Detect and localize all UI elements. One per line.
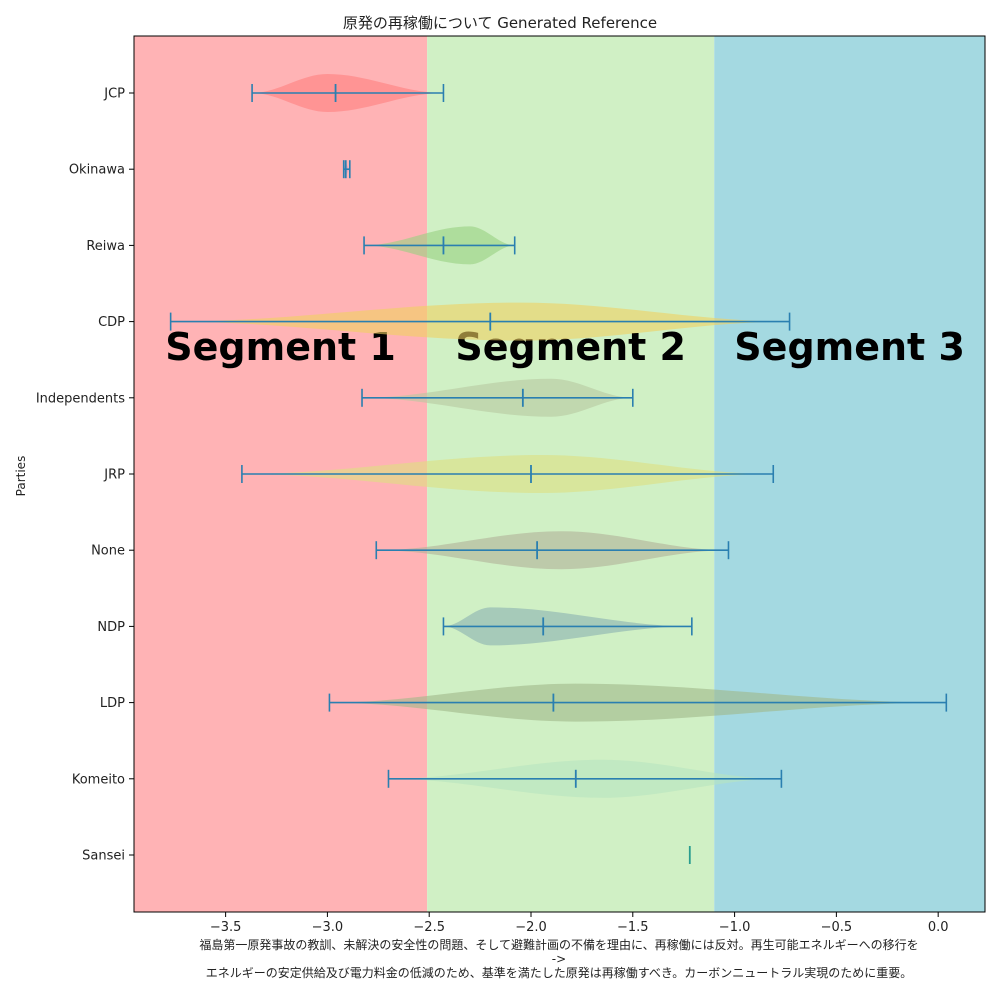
y-tick-label-komeito: Komeito [72, 772, 125, 787]
y-tick-label-ldp: LDP [100, 696, 125, 711]
segment-label-1: Segment 1 [165, 325, 396, 369]
x-tick-label: −1.5 [617, 920, 649, 935]
chart-title: 原発の再稼働について Generated Reference [342, 14, 658, 32]
plot-frame [133, 35, 986, 913]
y-tick-label-independents: Independents [36, 391, 125, 406]
y-tick-label-okinawa: Okinawa [69, 163, 125, 178]
y-tick-label-reiwa: Reiwa [86, 239, 125, 254]
x-tick-label: 0.0 [928, 920, 949, 935]
x-axis-label-line-3: エネルギーの安定供給及び電力料金の低減のため、基準を満たした原発は再稼働すべき。… [205, 966, 913, 980]
y-tick-label-jrp: JRP [103, 468, 125, 483]
x-axis-label-line-2: -> [551, 952, 567, 966]
x-tick-label: −0.5 [821, 920, 853, 935]
y-tick-label-none: None [91, 544, 125, 559]
x-tick-label: −3.0 [312, 920, 344, 935]
x-tick-label: −2.5 [413, 920, 445, 935]
x-axis-label-line-1: 福島第一原発事故の教訓、未解決の安全性の問題、そして避難計画の不備を理由に、再稼… [199, 938, 919, 952]
x-tick-label: −2.0 [515, 920, 547, 935]
y-tick-label-sansei: Sansei [82, 849, 125, 864]
y-tick-label-cdp: CDP [98, 315, 125, 330]
y-tick-label-ndp: NDP [97, 620, 125, 635]
segment-label-3: Segment 3 [734, 325, 965, 369]
x-tick-label: −1.0 [719, 920, 751, 935]
y-tick-label-jcp: JCP [103, 87, 125, 102]
x-tick-label: −3.5 [210, 920, 242, 935]
